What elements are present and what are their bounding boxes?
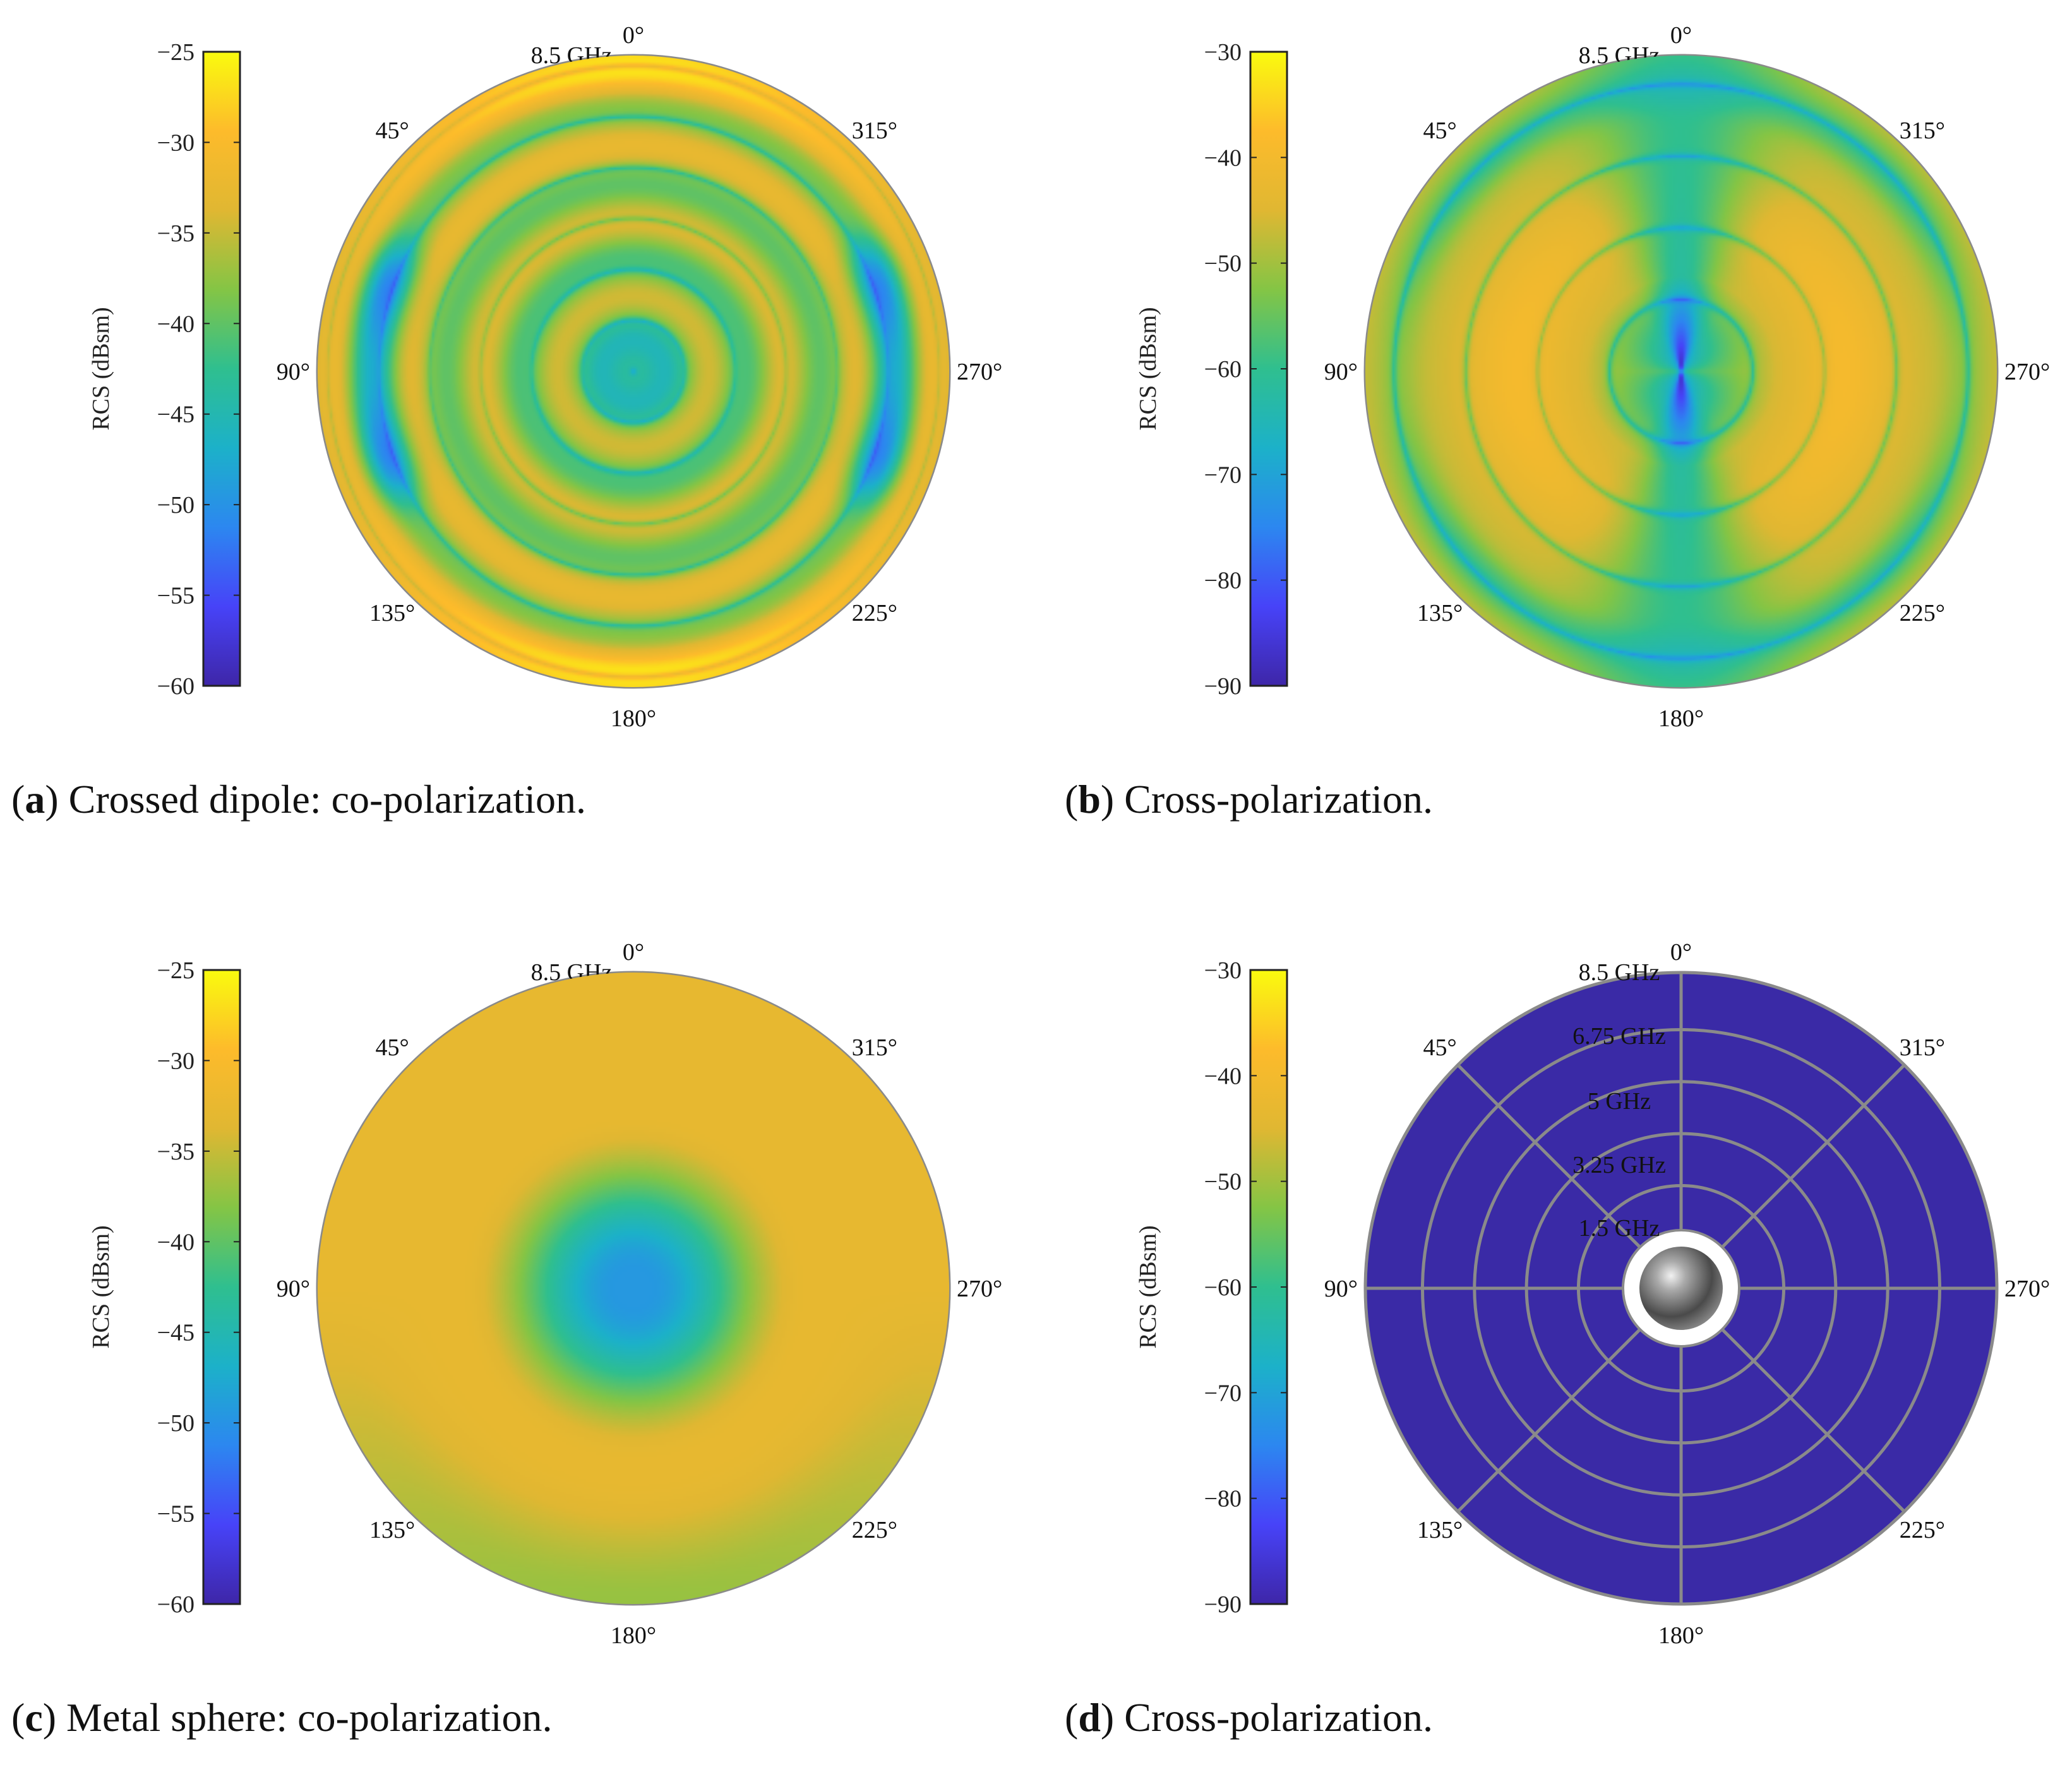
colorbar-b: −30 −40 −50 −60 −70 −80 −90 RCS (dBsm)	[1135, 39, 1288, 700]
angle-label: 135°	[369, 600, 415, 626]
colorbar-tick-label: −90	[1204, 1591, 1242, 1618]
colorbar-label: RCS (dBsm)	[88, 1225, 114, 1348]
angle-label: 45°	[376, 117, 409, 144]
angle-spoke	[1456, 1328, 1641, 1513]
angle-label: 225°	[1900, 600, 1945, 626]
colorbar-label: RCS (dBsm)	[88, 307, 114, 430]
angle-label: 0°	[1670, 22, 1692, 49]
caption-letter: d	[1078, 1695, 1101, 1740]
colorbar-tick-label: −40	[1204, 1063, 1242, 1089]
colorbar-tick-label: −30	[1204, 957, 1242, 984]
caption-text: Metal sphere: co-polarization.	[66, 1695, 553, 1740]
colorbar-gradient	[202, 51, 241, 687]
caption-letter: a	[25, 777, 45, 822]
colorbar-tick-label: −60	[157, 673, 195, 700]
angle-label: 135°	[1417, 1517, 1463, 1543]
colorbar-tick-label: −50	[157, 492, 195, 518]
angle-label: 45°	[1423, 117, 1457, 144]
freq-label: 5 GHz	[1588, 1088, 1651, 1115]
colorbar-label: RCS (dBsm)	[1135, 1225, 1161, 1348]
metal-sphere-icon	[1639, 1247, 1723, 1330]
angle-spoke	[1721, 1063, 1906, 1248]
angle-label: 180°	[1658, 705, 1704, 732]
rcs-field-b	[1365, 56, 1997, 687]
angle-label: 225°	[1900, 1517, 1945, 1543]
colorbar-tick-label: −40	[157, 311, 195, 337]
angle-label: 270°	[2004, 1276, 2050, 1302]
panel-d: 0° 45° 90° 135° 180° 225° 270° 315° 8.5 GHz 6.75 …	[1135, 939, 2050, 1649]
caption-b: (b) Cross-polarization.	[1065, 777, 1433, 822]
angle-label: 45°	[376, 1034, 409, 1061]
colorbar-gradient	[202, 969, 241, 1605]
rcs-field-a	[318, 56, 949, 687]
colorbar-tick-label: −70	[1204, 462, 1242, 488]
colorbar-d: −30 −40 −50 −60 −70 −80 −90 RCS (dBsm)	[1135, 957, 1288, 1618]
colorbar-tick-label: −60	[157, 1591, 195, 1618]
angle-label: 0°	[1670, 939, 1692, 966]
angle-label: 270°	[957, 359, 1002, 385]
angle-label: 315°	[852, 1034, 897, 1061]
angle-label: 315°	[852, 117, 897, 144]
colorbar-tick-label: −60	[1204, 1274, 1242, 1301]
angle-label: 135°	[369, 1517, 415, 1543]
colorbar-tick-label: −35	[157, 1139, 195, 1165]
colorbar-tick-label: −25	[157, 957, 195, 984]
colorbar-tick-label: −50	[1204, 251, 1242, 277]
angle-label: 270°	[957, 1276, 1002, 1302]
angle-label: 315°	[1900, 117, 1945, 144]
colorbar-tick-label: −55	[157, 1501, 195, 1528]
colorbar-tick-label: −40	[1204, 145, 1242, 171]
caption-d: (d) Cross-polarization.	[1065, 1695, 1433, 1740]
angle-label: 90°	[1324, 1276, 1358, 1302]
colorbar-tick-label: −25	[157, 39, 195, 66]
rcs-field-c	[318, 973, 949, 1604]
angle-label: 180°	[611, 705, 656, 732]
angle-label: 180°	[1658, 1622, 1704, 1649]
colorbar-tick-label: −80	[1204, 1486, 1242, 1512]
angle-label: 90°	[1324, 359, 1358, 385]
colorbar-tick-label: −45	[157, 402, 195, 428]
freq-label: 8.5 GHz	[1579, 959, 1660, 986]
freq-label: 3.25 GHz	[1572, 1152, 1666, 1178]
colorbar-tick-label: −50	[157, 1410, 195, 1437]
colorbar-c: −25 −30 −35 −40 −45 −50 −55 −60 RCS (dBsm)	[88, 957, 241, 1618]
colorbar-tick-label: −90	[1204, 673, 1242, 700]
angle-label: 315°	[1900, 1034, 1945, 1061]
colorbar-label: RCS (dBsm)	[1135, 307, 1161, 430]
angle-spoke	[1456, 1063, 1641, 1248]
angle-label: 45°	[1423, 1034, 1457, 1061]
angle-spoke	[1721, 1328, 1906, 1513]
colorbar-a: −25 −30 −35 −40 −45 −50 −55 −60 RCS (dBsm)	[88, 39, 241, 700]
caption-text: Cross-polarization.	[1124, 777, 1433, 822]
colorbar-tick-label: −70	[1204, 1380, 1242, 1406]
colorbar-tick-label: −80	[1204, 568, 1242, 594]
colorbar-tick-label: −60	[1204, 356, 1242, 383]
caption-c: (c) Metal sphere: co-polarization.	[11, 1695, 553, 1740]
colorbar-tick-label: −55	[157, 583, 195, 609]
caption-text: Crossed dipole: co-polarization.	[68, 777, 586, 822]
angle-label: 0°	[623, 939, 644, 966]
colorbar-tick-label: −35	[157, 220, 195, 247]
colorbar-tick-label: −30	[157, 1048, 195, 1074]
angle-label: 90°	[277, 1276, 310, 1302]
angle-label: 225°	[852, 600, 897, 626]
colorbar-tick-label: −30	[157, 129, 195, 156]
caption-a: (a) Crossed dipole: co-polarization.	[11, 777, 586, 822]
caption-text: Cross-polarization.	[1124, 1695, 1433, 1740]
colorbar-tick-label: −50	[1204, 1169, 1242, 1195]
angle-label: 225°	[852, 1517, 897, 1543]
freq-label: 1.5 GHz	[1579, 1215, 1660, 1242]
angle-label: 180°	[611, 1622, 656, 1649]
freq-label: 6.75 GHz	[1572, 1023, 1666, 1050]
angle-label: 270°	[2004, 359, 2050, 385]
angle-label: 90°	[277, 359, 310, 385]
caption-letter: b	[1078, 777, 1101, 822]
angle-label: 135°	[1417, 600, 1463, 626]
angle-label: 0°	[623, 22, 644, 49]
caption-letter: c	[25, 1695, 43, 1740]
colorbar-tick-label: −30	[1204, 39, 1242, 66]
colorbar-tick-label: −40	[157, 1229, 195, 1255]
colorbar-tick-label: −45	[157, 1320, 195, 1346]
